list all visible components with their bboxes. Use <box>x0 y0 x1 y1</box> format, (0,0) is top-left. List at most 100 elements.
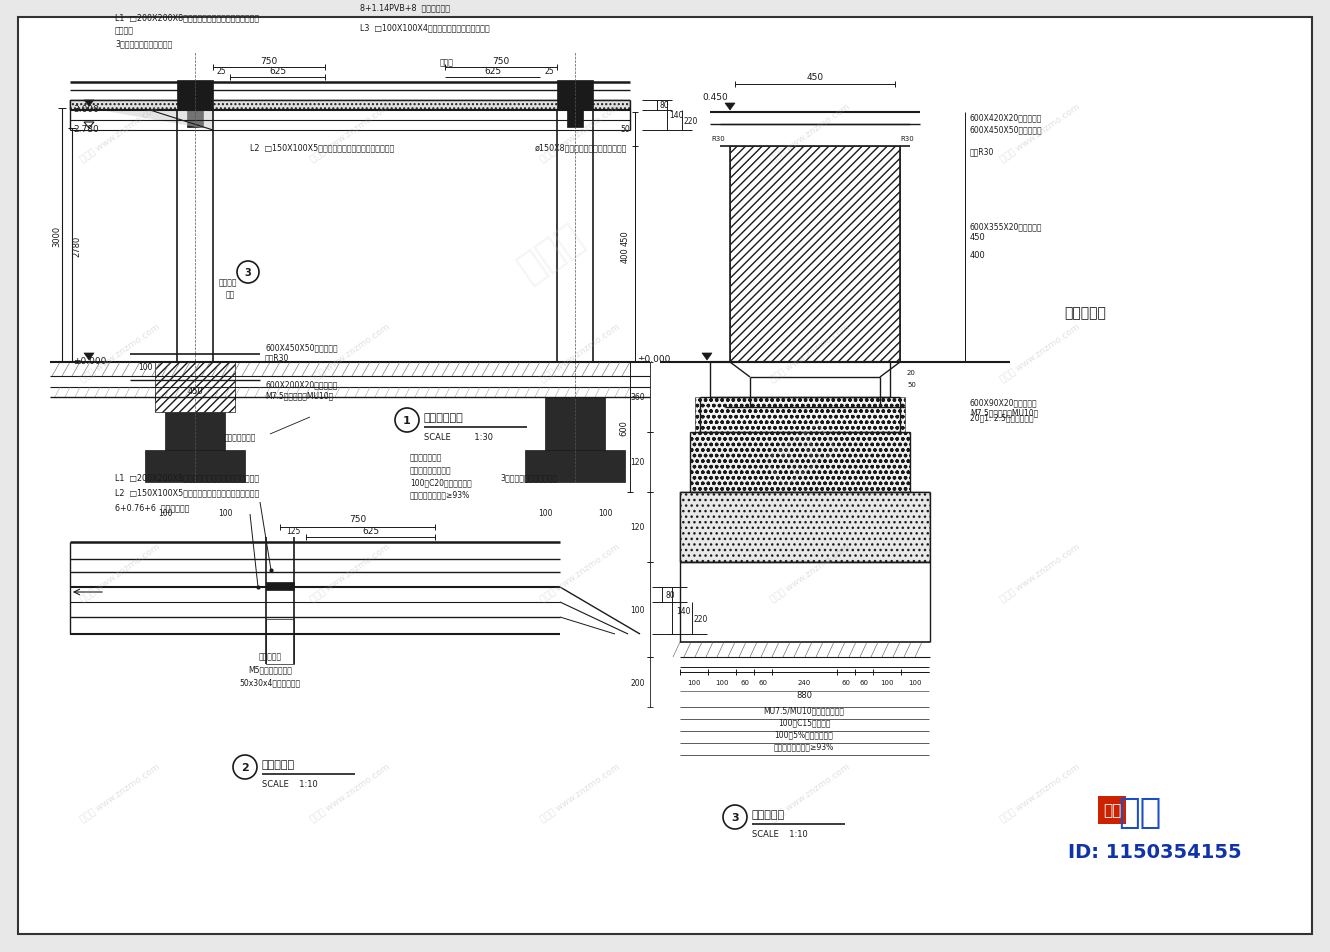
Text: 240: 240 <box>798 680 811 685</box>
Text: 0.450: 0.450 <box>702 93 728 103</box>
Bar <box>1099 796 1127 824</box>
Text: M5不锈钢螺丝固定: M5不锈钢螺丝固定 <box>249 664 293 674</box>
Text: ID: 1150354155: ID: 1150354155 <box>1068 843 1242 862</box>
Text: 知末网 www.znzmo.com: 知末网 www.znzmo.com <box>999 322 1081 384</box>
Bar <box>165 398 225 452</box>
Text: 知末网 www.znzmo.com: 知末网 www.znzmo.com <box>309 102 391 164</box>
Polygon shape <box>84 101 94 107</box>
Text: M7.5水泥砂浆砌MU10砖: M7.5水泥砂浆砌MU10砖 <box>970 408 1039 417</box>
Text: 放大大样图: 放大大样图 <box>262 759 295 769</box>
Text: ø150X8厚镀锌圆管，喷浅咖色氟碳漆: ø150X8厚镀锌圆管，喷浅咖色氟碳漆 <box>535 144 628 152</box>
Text: 廊架详图五: 廊架详图五 <box>1064 306 1107 320</box>
Bar <box>557 81 593 110</box>
Text: 600X420X20厚光面灰底: 600X420X20厚光面灰底 <box>970 113 1043 123</box>
Text: 20厚1: 2.5防水水泥砂浆: 20厚1: 2.5防水水泥砂浆 <box>970 413 1033 422</box>
Text: 200: 200 <box>630 678 645 686</box>
Text: 100厚5%水泥稳定碎石: 100厚5%水泥稳定碎石 <box>774 730 834 739</box>
Text: 100: 100 <box>597 508 612 517</box>
Bar <box>545 398 605 452</box>
Text: 360: 360 <box>630 393 645 402</box>
Text: 知末: 知末 <box>1119 795 1161 829</box>
Polygon shape <box>702 353 712 361</box>
Text: 知末网 www.znzmo.com: 知末网 www.znzmo.com <box>539 322 621 384</box>
Text: 100: 100 <box>158 508 173 517</box>
Circle shape <box>395 408 419 432</box>
Bar <box>70 101 630 110</box>
Text: 异形加工: 异形加工 <box>114 27 134 35</box>
Text: 3: 3 <box>732 812 738 823</box>
Text: 220: 220 <box>684 116 698 126</box>
Text: 知末网 www.znzmo.com: 知末网 www.znzmo.com <box>78 542 161 604</box>
Text: 知末网 www.znzmo.com: 知末网 www.znzmo.com <box>309 542 391 604</box>
Text: SCALE    1:10: SCALE 1:10 <box>751 829 807 839</box>
Text: 知末网 www.znzmo.com: 知末网 www.znzmo.com <box>999 762 1081 823</box>
Text: 100: 100 <box>908 680 922 685</box>
Circle shape <box>237 262 259 284</box>
Text: 625: 625 <box>484 67 501 75</box>
Text: 100厚C15素混凝土: 100厚C15素混凝土 <box>778 718 830 726</box>
Text: 450: 450 <box>621 229 630 246</box>
Circle shape <box>724 805 747 829</box>
Text: SCALE    1:10: SCALE 1:10 <box>262 780 318 788</box>
Text: 知末网 www.znzmo.com: 知末网 www.znzmo.com <box>769 542 851 604</box>
Text: 50: 50 <box>620 126 630 134</box>
Bar <box>567 109 583 128</box>
Text: 80: 80 <box>658 102 669 110</box>
Text: 3厚铝咖色铝单板，披荷折: 3厚铝咖色铝单板，披荷折 <box>114 39 173 49</box>
Text: 知末网 www.znzmo.com: 知末网 www.znzmo.com <box>539 102 621 164</box>
Text: 100: 100 <box>537 508 552 517</box>
Text: 素土夯实，压实度≥93%: 素土夯实，压实度≥93% <box>774 742 834 751</box>
Bar <box>177 81 213 110</box>
Text: 知末网: 知末网 <box>761 417 839 488</box>
Text: 220: 220 <box>694 614 709 623</box>
Text: 知末网 www.znzmo.com: 知末网 www.znzmo.com <box>78 102 161 164</box>
Circle shape <box>233 755 257 779</box>
Text: 625: 625 <box>362 526 379 535</box>
Text: 60: 60 <box>842 680 850 685</box>
Text: 3厚铝咖色铝单板，披荷折: 3厚铝咖色铝单板，披荷折 <box>500 473 557 482</box>
Text: 600X450X50厚光面灰底: 600X450X50厚光面灰底 <box>970 126 1043 134</box>
Text: 知末网 www.znzmo.com: 知末网 www.znzmo.com <box>78 762 161 823</box>
Bar <box>266 583 294 590</box>
Text: 知末网 www.znzmo.com: 知末网 www.znzmo.com <box>539 762 621 823</box>
Text: 圆弧R30: 圆弧R30 <box>265 353 290 362</box>
Text: 知末网 www.znzmo.com: 知末网 www.znzmo.com <box>309 762 391 823</box>
Text: 120: 120 <box>630 458 645 467</box>
Bar <box>156 363 235 412</box>
Text: 8+1.14PVB+8  钢化夹胶玻璃: 8+1.14PVB+8 钢化夹胶玻璃 <box>360 4 450 12</box>
Text: ±0.000: ±0.000 <box>73 357 106 367</box>
Text: 100: 100 <box>630 605 645 614</box>
Text: 知末网 www.znzmo.com: 知末网 www.znzmo.com <box>999 542 1081 604</box>
Text: 25: 25 <box>544 67 553 75</box>
Text: 750: 750 <box>348 515 366 524</box>
Text: L1  □200X200X8厚镀锌方管，外覆面漆浅咖色氟碳漆: L1 □200X200X8厚镀锌方管，外覆面漆浅咖色氟碳漆 <box>114 473 259 482</box>
Text: 6+0.76+6  钢化夹胶玻璃: 6+0.76+6 钢化夹胶玻璃 <box>114 503 189 512</box>
Bar <box>730 147 900 363</box>
Text: 60: 60 <box>859 680 868 685</box>
Text: 25: 25 <box>217 67 226 75</box>
Text: MU7.5/MU10水泥砌筑烧结砖: MU7.5/MU10水泥砌筑烧结砖 <box>763 705 845 715</box>
Text: 3: 3 <box>245 268 251 278</box>
Text: 知末网 www.znzmo.com: 知末网 www.znzmo.com <box>539 542 621 604</box>
Bar <box>188 109 203 128</box>
Text: 125: 125 <box>286 526 301 535</box>
Text: 60: 60 <box>758 680 767 685</box>
Text: 100: 100 <box>138 363 152 372</box>
Text: 圆弧R30: 圆弧R30 <box>970 148 995 156</box>
Text: 100: 100 <box>716 680 729 685</box>
Text: 100: 100 <box>880 680 894 685</box>
Bar <box>525 450 625 483</box>
Text: 2.780: 2.780 <box>73 125 98 133</box>
Text: 100: 100 <box>688 680 701 685</box>
Text: 2: 2 <box>241 763 249 772</box>
Text: 600X90X20厚光面灰底: 600X90X20厚光面灰底 <box>970 398 1037 407</box>
Polygon shape <box>725 104 735 110</box>
Text: 素土夯实，密实度≥93%: 素土夯实，密实度≥93% <box>410 490 471 499</box>
Text: 50: 50 <box>907 382 916 387</box>
Text: 预置件，详结构: 预置件，详结构 <box>410 453 443 462</box>
Text: 1: 1 <box>403 416 411 426</box>
Text: 知末网 www.znzmo.com: 知末网 www.znzmo.com <box>769 322 851 384</box>
Text: 60: 60 <box>741 680 750 685</box>
Text: 知末网: 知末网 <box>511 217 589 288</box>
Bar <box>690 432 910 492</box>
